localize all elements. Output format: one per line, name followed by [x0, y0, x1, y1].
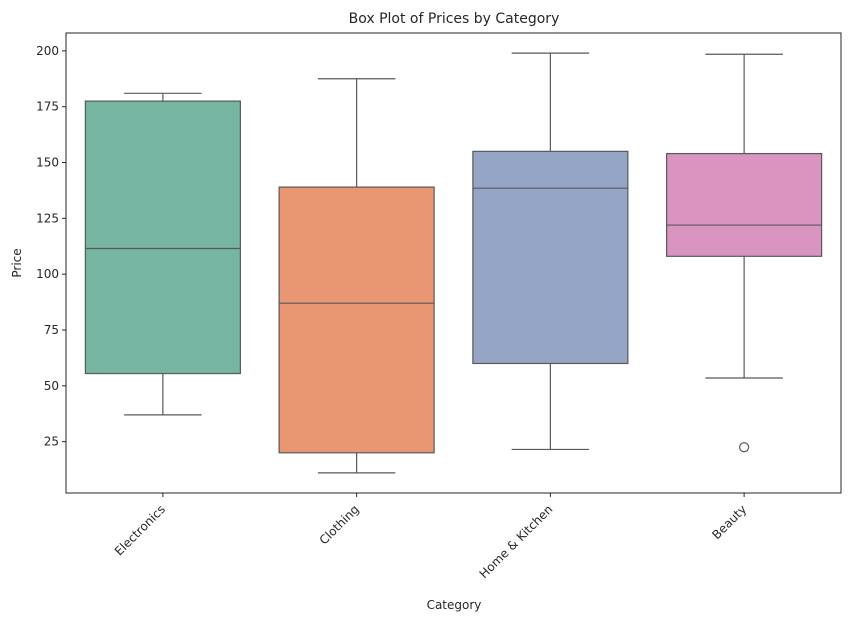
y-tick-label: 125 — [36, 211, 59, 225]
outlier-point — [739, 442, 750, 453]
plot-frame — [65, 32, 842, 494]
y-tick-label: 50 — [44, 379, 59, 393]
box-beauty — [666, 53, 823, 453]
box-home-kitchen — [472, 52, 629, 451]
y-tick-label: 75 — [44, 323, 59, 337]
y-axis-label: Price — [10, 248, 24, 277]
x-tick-label: Home & Kitchen — [477, 502, 556, 581]
y-axis: 25 50 75 100 125 150 175 200 — [36, 44, 66, 449]
box-clothing — [278, 78, 435, 474]
box-electronics — [84, 92, 241, 416]
box-body — [472, 150, 629, 365]
y-tick-label: 150 — [36, 156, 59, 170]
x-axis-label: Category — [427, 598, 482, 612]
boxes-group — [84, 52, 823, 474]
box-body — [84, 100, 241, 375]
box-body — [666, 152, 823, 257]
x-tick-label: Beauty — [709, 502, 749, 542]
chart-title: Box Plot of Prices by Category — [349, 11, 560, 27]
x-tick-label: Electronics — [112, 502, 168, 558]
y-tick-label: 200 — [36, 44, 59, 58]
y-tick-label: 175 — [36, 100, 59, 114]
y-tick-label: 100 — [36, 267, 59, 281]
x-axis: Electronics Clothing Home & Kitchen Beauty — [112, 493, 749, 581]
x-tick-label: Clothing — [317, 502, 362, 547]
box-body — [278, 186, 435, 454]
y-tick-label: 25 — [44, 435, 59, 449]
